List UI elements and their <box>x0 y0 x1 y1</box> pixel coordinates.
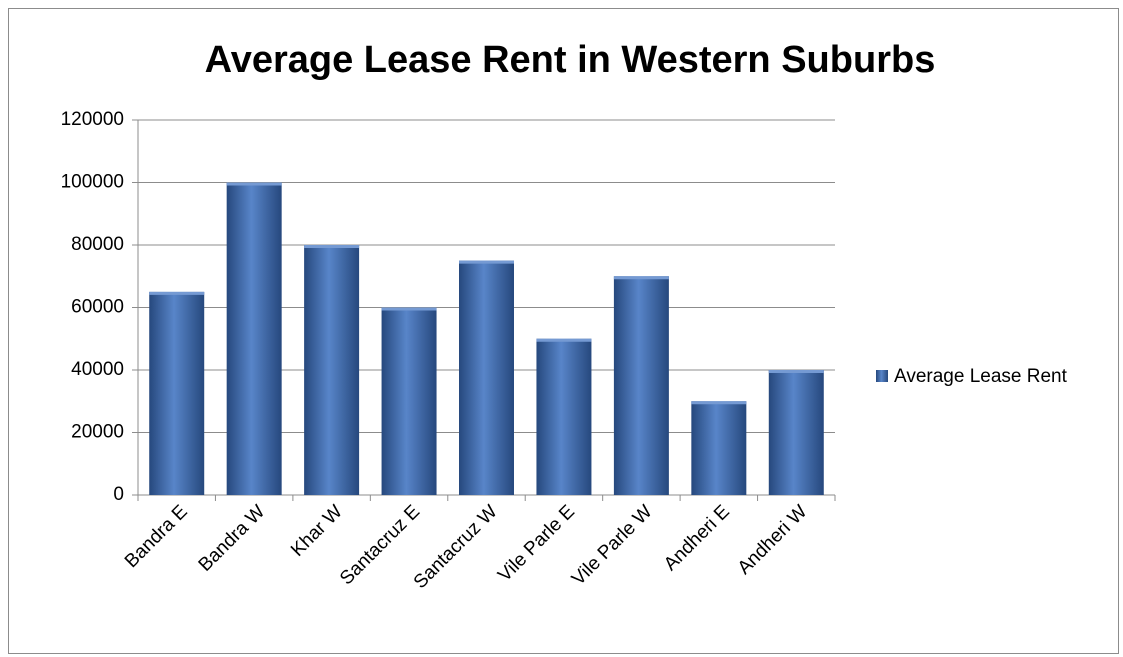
y-tick-label: 120000 <box>61 109 124 130</box>
y-tick-label: 0 <box>113 484 124 505</box>
bar-top <box>381 307 437 311</box>
bar-top <box>536 338 592 342</box>
y-tick-label: 20000 <box>71 422 124 443</box>
bar-top <box>613 276 669 280</box>
y-tick-label: 100000 <box>61 172 124 193</box>
bar <box>536 338 592 495</box>
bar-top <box>459 260 514 264</box>
bar-top <box>768 370 824 373</box>
y-tick-label: 40000 <box>71 359 124 380</box>
bar <box>613 276 669 495</box>
bar <box>226 182 282 495</box>
bar <box>768 370 824 495</box>
legend-swatch <box>876 370 888 382</box>
y-tick-label: 60000 <box>71 297 124 318</box>
bar-top <box>226 182 282 186</box>
bar-top <box>149 291 205 295</box>
bar-top <box>304 245 360 248</box>
chart-title: Average Lease Rent in Western Suburbs <box>205 39 936 81</box>
bar <box>149 291 205 495</box>
bar <box>691 401 747 495</box>
bar <box>459 260 514 495</box>
bar <box>381 307 437 495</box>
bar-top <box>691 401 747 405</box>
y-tick-label: 80000 <box>71 234 124 255</box>
legend-label: Average Lease Rent <box>894 366 1068 387</box>
bar <box>304 245 360 495</box>
